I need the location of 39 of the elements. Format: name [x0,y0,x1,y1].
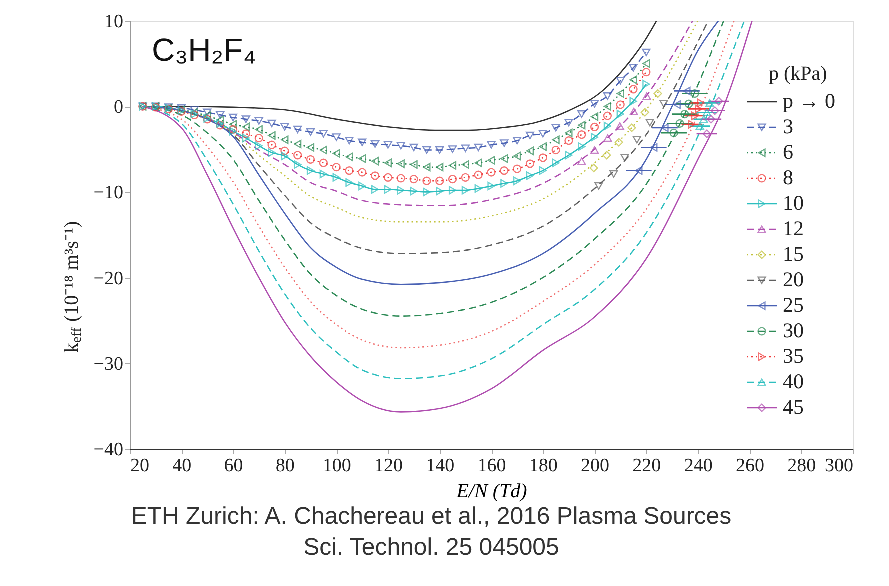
y-tick-label: 0 [114,97,124,118]
y-tick-label: −10 [94,182,124,204]
y-axis-title: keff (10⁻¹⁸ m³s⁻¹) [61,221,85,353]
x-tick-label: 240 [684,456,713,476]
x-tick-label: 20 [130,456,150,476]
x-tick-label: 300 [825,456,854,476]
legend-label: 45 [783,395,804,419]
legend-label: 10 [783,191,804,215]
legend-label: 3 [783,114,794,138]
x-axis-title: E/N (Td) [456,480,528,502]
legend-title: p (kPa) [769,63,828,85]
y-tick-label: −40 [94,440,124,460]
legend-label: 25 [783,293,804,317]
chart-title: C₃H₂F₄ [152,32,256,68]
x-tick-label: 220 [632,456,662,476]
legend-label: 30 [783,318,804,342]
x-tick-label: 200 [581,456,610,476]
text: ETH Zurich: A. Chachereau et al., 2016 Plasma Sources Sci. Technol. 25 045005 [131,503,732,561]
x-tick-label: 140 [426,456,455,476]
legend-label: 8 [783,166,794,190]
legend-label: 12 [783,216,804,240]
x-tick-label: 60 [224,456,244,476]
x-tick-label: 280 [788,456,816,476]
x-tick-label: 100 [322,456,352,476]
legend-label: 20 [783,268,804,292]
y-tick-label: −30 [94,354,124,375]
legend-label: p → 0 [783,89,836,113]
legend-label: 35 [783,344,804,368]
x-tick-label: 80 [276,456,295,476]
y-tick-label: 10 [104,12,124,32]
x-tick-label: 160 [478,456,506,476]
legend-label: 40 [783,370,804,394]
x-tick-label: 180 [529,456,558,476]
x-tick-label: 260 [736,456,764,476]
legend-label: 15 [783,242,804,266]
y-tick-label: −20 [94,268,124,290]
legend-label: 6 [783,140,794,164]
x-tick-label: 120 [374,456,403,476]
x-tick-label: 40 [172,456,192,476]
